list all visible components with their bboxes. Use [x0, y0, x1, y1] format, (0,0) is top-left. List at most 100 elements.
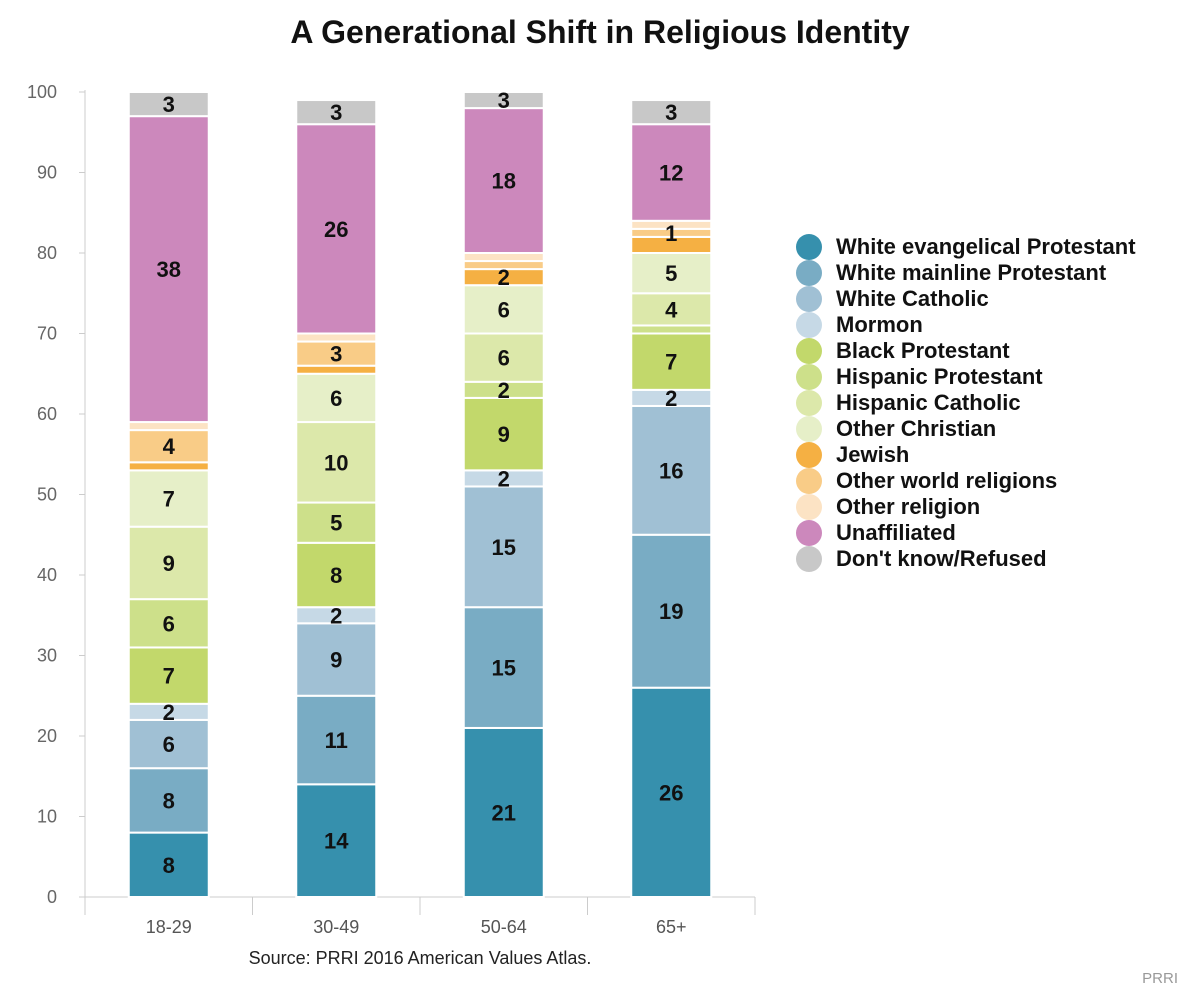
data-label: 6: [498, 346, 510, 371]
legend-swatch: [796, 312, 822, 338]
data-label: 2: [498, 378, 510, 403]
credit-label: PRRI: [1142, 970, 1178, 987]
bar-segment: [630, 404, 713, 536]
legend-swatch: [796, 442, 822, 468]
y-tick-label: 30: [37, 646, 57, 666]
legend-label: Don't know/Refused: [836, 546, 1047, 571]
bar-segment: [462, 91, 545, 110]
data-label: 38: [157, 257, 181, 282]
data-label: 3: [163, 92, 175, 117]
legend-label: Mormon: [836, 312, 923, 337]
legend-label: Hispanic Catholic: [836, 390, 1021, 415]
legend-label: Jewish: [836, 442, 910, 467]
chart-title: A Generational Shift in Religious Identi…: [290, 14, 910, 50]
bars: [127, 91, 713, 899]
data-label: 7: [163, 664, 175, 689]
bar-segment: [295, 541, 378, 609]
legend-swatch: [796, 520, 822, 546]
bar-segment: [127, 461, 210, 472]
legend-swatch: [796, 234, 822, 260]
legend-item: Jewish: [796, 442, 1136, 468]
legend-label: Other religion: [836, 494, 981, 519]
legend-item: Hispanic Catholic: [796, 390, 1136, 416]
y-tick-label: 80: [37, 243, 57, 263]
source-note: Source: PRRI 2016 American Values Atlas.: [248, 948, 592, 968]
data-label: 3: [330, 342, 342, 367]
data-labels: 8862769743831411928510632632115152926621…: [157, 88, 684, 878]
y-tick-label: 50: [37, 485, 57, 505]
bar-segment: [127, 91, 210, 118]
bar-segment: [295, 622, 378, 697]
data-label: 15: [492, 535, 516, 560]
bar-segment: [630, 332, 713, 391]
data-label: 19: [659, 599, 683, 624]
bar-segment: [462, 252, 545, 263]
data-label: 9: [498, 422, 510, 447]
bar-segment: [462, 107, 545, 254]
x-category-label: 30-49: [313, 917, 359, 937]
data-label: 16: [659, 458, 683, 483]
legend-item: White Catholic: [796, 286, 1136, 312]
data-label: 5: [330, 511, 342, 536]
y-tick-label: 90: [37, 163, 57, 183]
legend-swatch: [796, 390, 822, 416]
data-label: 9: [163, 551, 175, 576]
bar-segment: [462, 606, 545, 729]
bar-segment: [630, 123, 713, 222]
bar-segment: [127, 646, 210, 705]
legend-label: Unaffiliated: [836, 520, 956, 545]
data-label: 2: [498, 265, 510, 290]
legend-label: White evangelical Protestant: [836, 234, 1136, 259]
legend-label: White mainline Protestant: [836, 260, 1107, 285]
data-label: 6: [330, 386, 342, 411]
bar-segment: [295, 372, 378, 424]
legend-label: Other world religions: [836, 468, 1058, 493]
legend-label: Other Christian: [836, 416, 997, 441]
legend-label: Hispanic Protestant: [836, 364, 1043, 389]
y-tick-label: 40: [37, 565, 57, 585]
data-label: 11: [325, 728, 348, 753]
data-label: 8: [163, 853, 175, 878]
legend-swatch: [796, 364, 822, 390]
y-tick-label: 10: [37, 807, 57, 827]
x-category-label: 65+: [656, 917, 687, 937]
data-label: 7: [665, 350, 677, 375]
data-label: 3: [665, 100, 677, 125]
legend-item: Hispanic Protestant: [796, 364, 1136, 390]
legend-item: White evangelical Protestant: [796, 234, 1136, 260]
legend-item: Other Christian: [796, 416, 1136, 442]
data-label: 3: [498, 88, 510, 113]
data-label: 8: [163, 788, 175, 813]
legend-swatch: [796, 494, 822, 520]
legend-swatch: [796, 260, 822, 286]
legend-label: Black Protestant: [836, 338, 1010, 363]
data-label: 4: [665, 297, 678, 322]
legend-label: White Catholic: [836, 286, 989, 311]
bar-segment: [127, 718, 210, 770]
bar-segment: [295, 364, 378, 375]
legend-item: Mormon: [796, 312, 1136, 338]
legend-item: Other religion: [796, 494, 1136, 520]
bar-segment: [295, 694, 378, 786]
data-label: 5: [665, 261, 677, 286]
data-label: 2: [330, 603, 342, 628]
legend-swatch: [796, 468, 822, 494]
y-tick-label: 70: [37, 324, 57, 344]
bar-segment: [295, 421, 378, 504]
data-label: 12: [659, 161, 683, 186]
bar-segment: [127, 767, 210, 834]
data-label: 26: [659, 780, 683, 805]
legend-item: Don't know/Refused: [796, 546, 1136, 572]
data-label: 8: [330, 563, 342, 588]
legend-swatch: [796, 416, 822, 442]
data-label: 1: [665, 221, 677, 246]
data-label: 4: [163, 434, 176, 459]
bar-segment: [127, 469, 210, 528]
x-category-label: 50-64: [481, 917, 527, 937]
data-label: 10: [324, 450, 348, 475]
data-label: 9: [330, 648, 342, 673]
bar-segment: [295, 99, 378, 126]
bar-segment: [295, 123, 378, 335]
legend-item: Other world religions: [796, 468, 1136, 494]
legend-item: White mainline Protestant: [796, 260, 1136, 286]
